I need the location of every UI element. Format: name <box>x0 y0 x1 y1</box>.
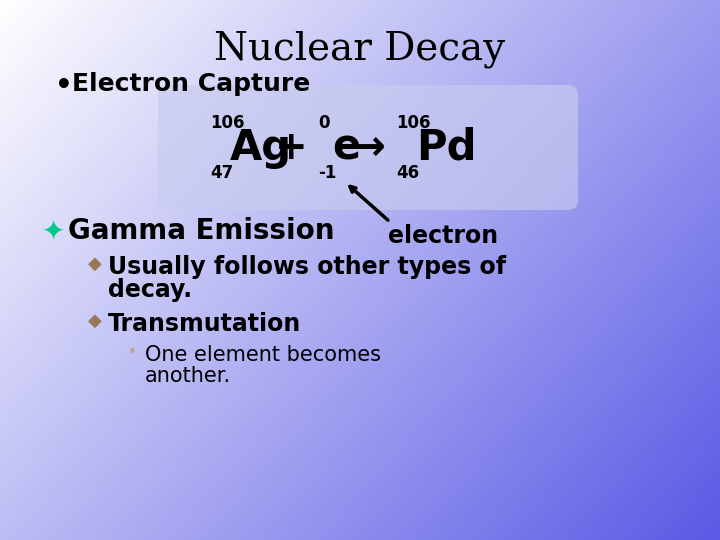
Text: ✦: ✦ <box>42 217 66 245</box>
Text: Pd: Pd <box>416 127 477 169</box>
Text: Electron Capture: Electron Capture <box>72 72 310 96</box>
Text: ◆: ◆ <box>88 312 102 330</box>
Text: another.: another. <box>145 366 231 386</box>
Text: 106: 106 <box>210 114 245 132</box>
FancyBboxPatch shape <box>158 85 578 210</box>
Text: Gamma Emission: Gamma Emission <box>68 217 335 245</box>
Text: Transmutation: Transmutation <box>108 312 301 336</box>
Text: Ag: Ag <box>230 127 292 169</box>
Text: 47: 47 <box>210 164 233 182</box>
Text: +: + <box>275 129 307 167</box>
Text: Usually follows other types of: Usually follows other types of <box>108 255 506 279</box>
Text: electron: electron <box>388 224 498 248</box>
Text: e: e <box>332 127 360 169</box>
Text: 46: 46 <box>396 164 419 182</box>
Text: 0: 0 <box>318 114 330 132</box>
Text: ◆: ◆ <box>88 255 102 273</box>
Text: One element becomes: One element becomes <box>145 345 381 365</box>
Text: →: → <box>351 127 385 169</box>
Text: decay.: decay. <box>108 278 192 302</box>
Text: Nuclear Decay: Nuclear Decay <box>215 30 505 68</box>
Text: •: • <box>128 345 137 360</box>
Text: •: • <box>55 72 73 100</box>
Text: -1: -1 <box>318 164 336 182</box>
Text: 106: 106 <box>396 114 431 132</box>
